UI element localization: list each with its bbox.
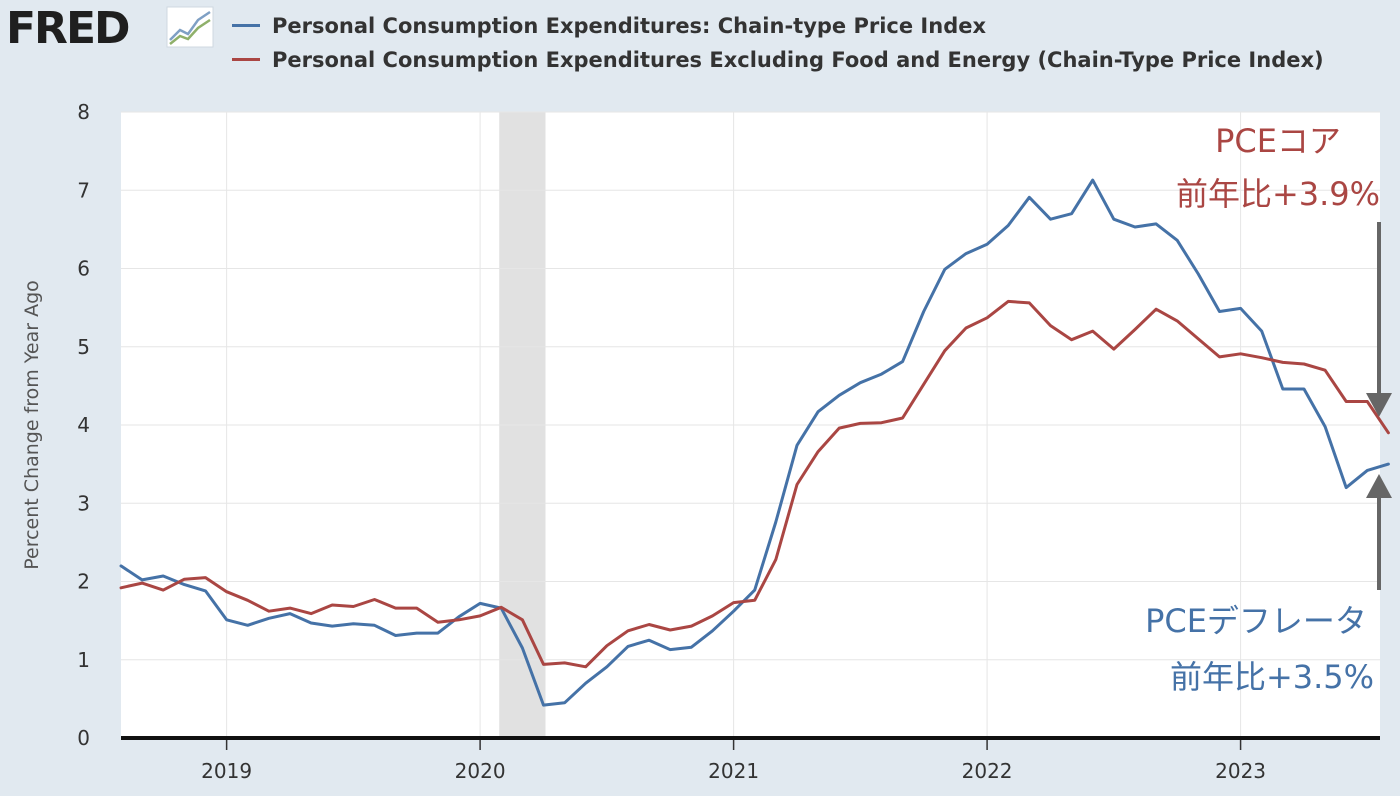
core-arrow-head xyxy=(1366,393,1392,417)
series-line-pce xyxy=(119,178,1390,707)
line-chart-icon xyxy=(166,6,214,48)
y-tick-label: 5 xyxy=(77,335,90,359)
y-tick-label: 3 xyxy=(77,491,90,515)
x-tick-label: 2022 xyxy=(962,759,1013,783)
y-tick-label: 6 xyxy=(77,257,90,281)
headline-arrow-head xyxy=(1366,474,1392,498)
y-tick-label: 4 xyxy=(77,413,90,437)
legend-label-core-pce: Personal Consumption Expenditures Exclud… xyxy=(272,48,1324,72)
legend-swatch-pce xyxy=(232,23,260,27)
y-axis-label: Percent Change from Year Ago xyxy=(21,280,43,570)
core-annotation-line1: PCEコア xyxy=(1215,122,1341,160)
fred-logo: FRED xyxy=(6,3,131,54)
y-tick-label: 2 xyxy=(77,570,90,594)
x-tick-label: 2021 xyxy=(708,759,759,783)
x-tick-label: 2023 xyxy=(1215,759,1266,783)
headline-annotation-line2: 前年比+3.5% xyxy=(1170,658,1374,696)
y-tick-label: 0 xyxy=(77,726,90,750)
legend-swatch-core-pce xyxy=(232,57,260,61)
legend-label-pce: Personal Consumption Expenditures: Chain… xyxy=(272,14,987,38)
y-tick-label: 8 xyxy=(77,100,90,124)
legend-item-core-pce[interactable]: Personal Consumption Expenditures Exclud… xyxy=(232,48,1324,72)
headline-annotation-line1: PCEデフレータ xyxy=(1145,602,1367,640)
x-tick-label: 2020 xyxy=(455,759,506,783)
x-tick-label: 2019 xyxy=(201,759,252,783)
legend-item-pce[interactable]: Personal Consumption Expenditures: Chain… xyxy=(232,14,986,38)
core-annotation-line2: 前年比+3.9% xyxy=(1176,175,1380,213)
y-tick-label: 1 xyxy=(77,648,90,672)
y-tick-label: 7 xyxy=(77,178,90,202)
series-line-core-pce xyxy=(119,299,1390,669)
